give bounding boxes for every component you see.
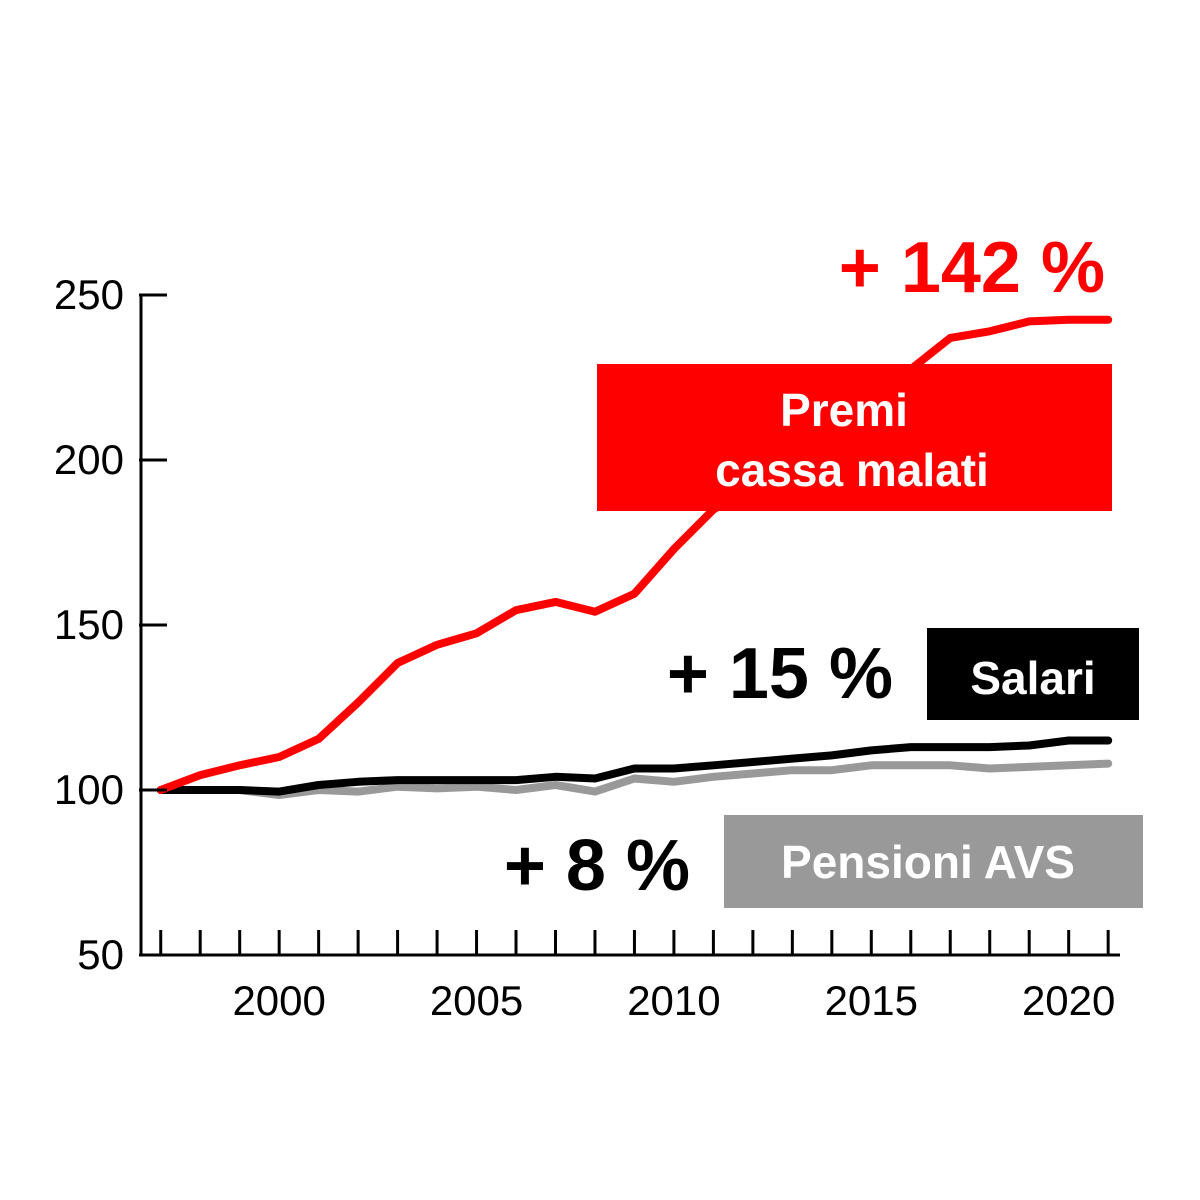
avs-change-label: + 8 % — [504, 826, 690, 906]
salari-change-label: + 15 % — [667, 634, 893, 714]
x-ticks: 2000 2005 2010 2015 2020 — [159, 930, 1115, 1024]
salari-label-box — [927, 628, 1139, 720]
y-ticks: 250 200 150 100 50 — [54, 271, 167, 978]
avs-label-box — [724, 815, 1143, 908]
series-line-salari — [156, 736, 1113, 796]
y-tick-label: 250 — [54, 271, 124, 318]
avs-label: Pensioni AVS — [781, 836, 1075, 888]
series-layer — [156, 315, 1113, 799]
x-tick-label: 2005 — [430, 977, 523, 1024]
y-tick-label: 200 — [54, 436, 124, 483]
premi-change-label: + 142 % — [839, 228, 1105, 308]
salari-label: Salari — [970, 652, 1095, 704]
premi-label-line1: Premi — [780, 384, 908, 436]
x-tick-label: 2010 — [627, 977, 720, 1024]
y-tick-label: 150 — [54, 601, 124, 648]
series-line-pensioni-avs — [156, 759, 1113, 799]
series-line-premi-cassa-malati — [156, 315, 1113, 794]
y-tick-label: 100 — [54, 766, 124, 813]
x-tick-label: 2015 — [825, 977, 918, 1024]
y-tick-label: 50 — [77, 931, 124, 978]
premi-label-box — [597, 364, 1112, 511]
premi-label-line2: cassa malati — [715, 444, 989, 496]
x-tick-label: 2020 — [1022, 977, 1115, 1024]
x-tick-label: 2000 — [232, 977, 325, 1024]
